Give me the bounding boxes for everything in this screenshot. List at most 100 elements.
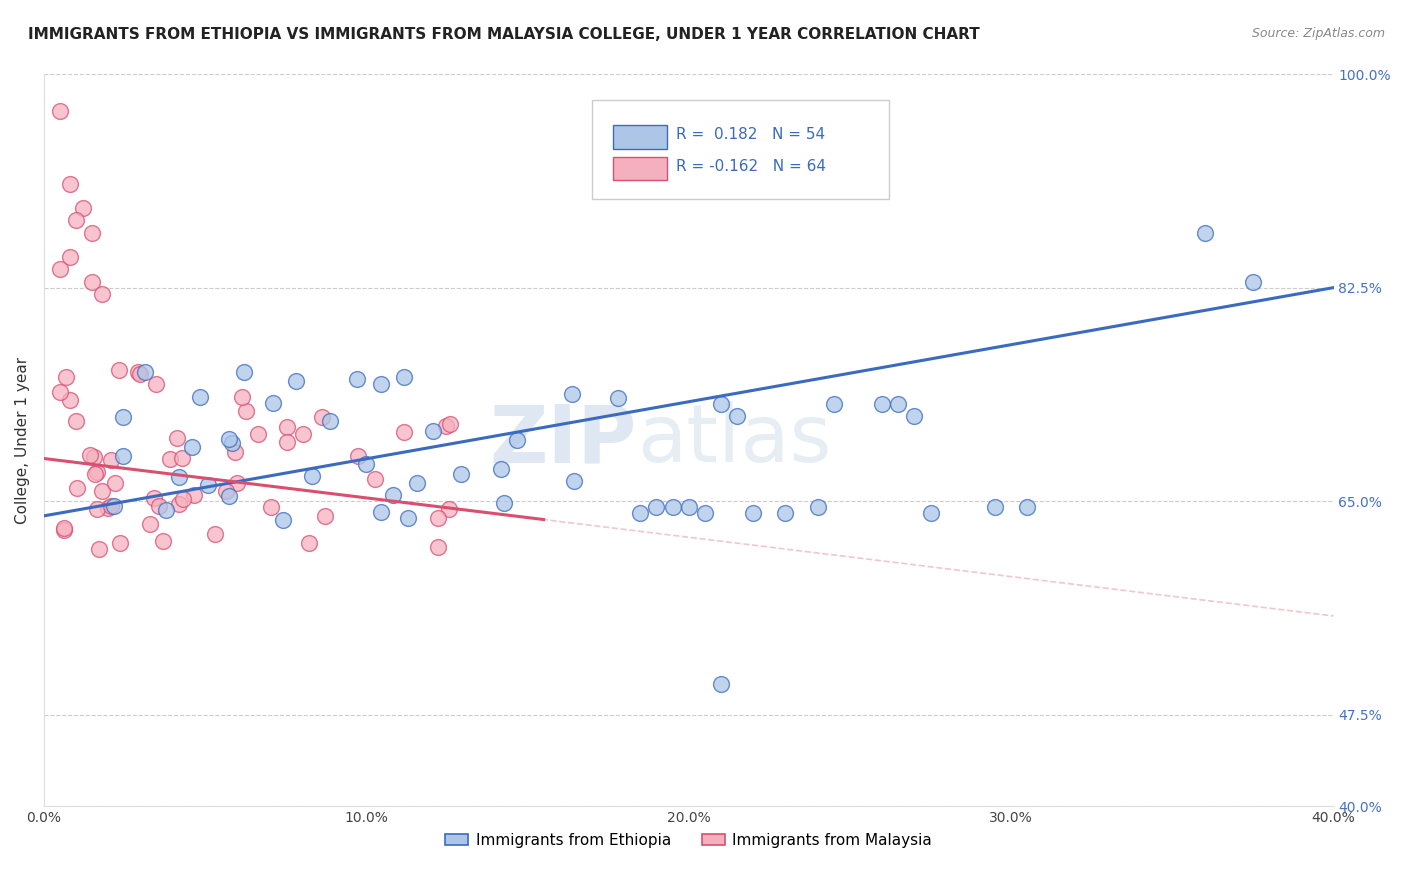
Point bbox=[108, 536, 131, 550]
Point bbox=[298, 535, 321, 549]
Y-axis label: College, Under 1 year: College, Under 1 year bbox=[15, 357, 30, 524]
Point bbox=[807, 500, 830, 515]
Point bbox=[247, 427, 270, 442]
Point bbox=[134, 366, 156, 380]
Point bbox=[197, 477, 219, 491]
Point bbox=[155, 503, 177, 517]
Point bbox=[436, 419, 458, 434]
Point bbox=[710, 396, 733, 410]
Point bbox=[725, 409, 748, 423]
Point bbox=[920, 507, 942, 521]
Point bbox=[276, 434, 298, 449]
Point bbox=[103, 500, 125, 514]
Text: IMMIGRANTS FROM ETHIOPIA VS IMMIGRANTS FROM MALAYSIA COLLEGE, UNDER 1 YEAR CORRE: IMMIGRANTS FROM ETHIOPIA VS IMMIGRANTS F… bbox=[28, 27, 980, 42]
Point bbox=[170, 450, 193, 465]
Point bbox=[59, 250, 82, 264]
Point bbox=[271, 513, 294, 527]
Point bbox=[406, 475, 429, 490]
Point bbox=[112, 449, 135, 463]
Point bbox=[422, 424, 444, 438]
Point bbox=[1017, 500, 1039, 515]
Text: atlas: atlas bbox=[637, 401, 831, 479]
Point bbox=[82, 226, 104, 240]
Point bbox=[678, 500, 700, 515]
Point bbox=[235, 403, 257, 417]
Point bbox=[52, 521, 75, 535]
Point bbox=[450, 467, 472, 481]
Point bbox=[100, 499, 122, 513]
Point bbox=[183, 488, 205, 502]
Point bbox=[506, 433, 529, 447]
Point bbox=[392, 425, 415, 439]
Point bbox=[172, 491, 194, 506]
Point bbox=[112, 410, 135, 425]
Point bbox=[167, 497, 190, 511]
Point bbox=[79, 448, 101, 462]
Point bbox=[59, 177, 82, 191]
Point bbox=[276, 420, 298, 434]
Point bbox=[89, 541, 111, 556]
Legend: Immigrants from Ethiopia, Immigrants from Malaysia: Immigrants from Ethiopia, Immigrants fro… bbox=[439, 826, 938, 854]
Point bbox=[346, 372, 368, 386]
Point bbox=[347, 450, 370, 464]
FancyBboxPatch shape bbox=[592, 100, 889, 199]
Point bbox=[628, 507, 651, 521]
Point bbox=[65, 213, 87, 227]
Point bbox=[775, 507, 797, 521]
Point bbox=[97, 501, 120, 516]
Point bbox=[103, 476, 125, 491]
Point bbox=[49, 262, 72, 277]
Point bbox=[166, 432, 188, 446]
Point bbox=[492, 496, 515, 510]
Point bbox=[314, 508, 336, 523]
Point bbox=[396, 511, 419, 525]
Point bbox=[661, 500, 683, 515]
Point bbox=[392, 369, 415, 384]
Point bbox=[561, 387, 583, 401]
Point bbox=[221, 436, 243, 450]
Point bbox=[291, 427, 314, 442]
FancyBboxPatch shape bbox=[613, 157, 666, 180]
Point bbox=[311, 409, 333, 424]
Point bbox=[887, 396, 910, 410]
Point bbox=[1241, 275, 1264, 289]
Point bbox=[260, 500, 283, 514]
Point bbox=[49, 385, 72, 400]
Point bbox=[870, 396, 893, 410]
Point bbox=[159, 452, 181, 467]
Point bbox=[72, 202, 94, 216]
Point bbox=[823, 396, 845, 410]
Point bbox=[143, 491, 166, 505]
Point bbox=[1194, 226, 1216, 240]
Point bbox=[491, 462, 513, 476]
Text: R =  0.182   N = 54: R = 0.182 N = 54 bbox=[676, 128, 825, 143]
Point bbox=[354, 457, 377, 471]
Point bbox=[218, 432, 240, 446]
Point bbox=[437, 501, 460, 516]
Point bbox=[148, 499, 170, 513]
Point bbox=[645, 500, 668, 515]
Point bbox=[152, 533, 174, 548]
Point bbox=[562, 474, 585, 488]
Point bbox=[55, 370, 77, 384]
Point bbox=[86, 502, 108, 516]
Point bbox=[128, 367, 150, 381]
Point bbox=[188, 390, 211, 404]
Point bbox=[262, 395, 284, 409]
Point bbox=[127, 365, 149, 379]
Point bbox=[224, 445, 246, 459]
Point bbox=[90, 286, 112, 301]
Point bbox=[100, 453, 122, 467]
Point bbox=[370, 376, 392, 391]
Point bbox=[231, 390, 253, 404]
Point bbox=[82, 275, 104, 289]
Point bbox=[52, 523, 75, 537]
Point bbox=[138, 516, 160, 531]
Point bbox=[84, 467, 107, 481]
Text: R = -0.162   N = 64: R = -0.162 N = 64 bbox=[676, 159, 825, 174]
Point bbox=[606, 392, 628, 406]
Point bbox=[181, 440, 204, 454]
Point bbox=[742, 507, 765, 521]
Point bbox=[66, 481, 89, 495]
Point bbox=[218, 489, 240, 503]
